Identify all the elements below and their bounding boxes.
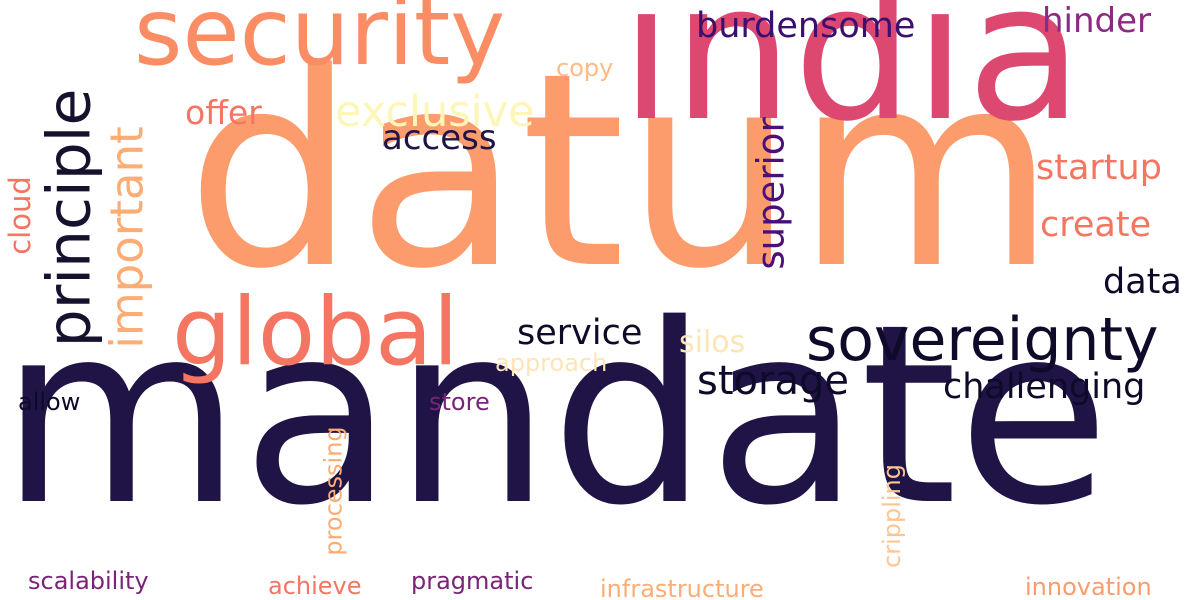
word-challenging: challenging [943, 367, 1146, 407]
word-datum: datum [186, 16, 1057, 328]
word-exclusive: exclusive [335, 87, 535, 137]
word-achieve: achieve [268, 572, 362, 600]
word-offer: offer [185, 93, 262, 132]
word-silos: silos [679, 325, 746, 360]
word-global: global [172, 278, 459, 387]
word-access: access [382, 118, 497, 158]
word-scalability: scalability [28, 567, 149, 595]
word-principle: principle [34, 88, 105, 348]
word-hinder: hinder [1042, 1, 1152, 41]
word-india: india [620, 0, 1084, 163]
word-storage: storage [697, 358, 849, 404]
word-service: service [517, 313, 643, 353]
word-copy: copy [556, 54, 614, 82]
word-important: important [100, 126, 154, 349]
word-mandate: mandate [0, 272, 1110, 560]
word-burdensome: burdensome [696, 6, 916, 46]
word-allow: allow [18, 388, 81, 416]
word-superior: superior [749, 117, 793, 270]
word-store: store [429, 388, 490, 416]
word-create: create [1040, 205, 1152, 245]
word-cloud: cloud [2, 176, 37, 255]
word-pragmatic: pragmatic [411, 567, 534, 595]
word-crippling: crippling [877, 464, 906, 568]
word-infrastructure: infrastructure [600, 575, 764, 600]
word-innovation: innovation [1025, 573, 1152, 600]
word-approach: approach [495, 349, 608, 377]
word-processing: processing [319, 426, 348, 556]
word-startup: startup [1036, 148, 1162, 188]
word-data: data [1103, 262, 1182, 302]
word-sovereignty: sovereignty [806, 305, 1159, 375]
word-security: security [134, 0, 506, 86]
